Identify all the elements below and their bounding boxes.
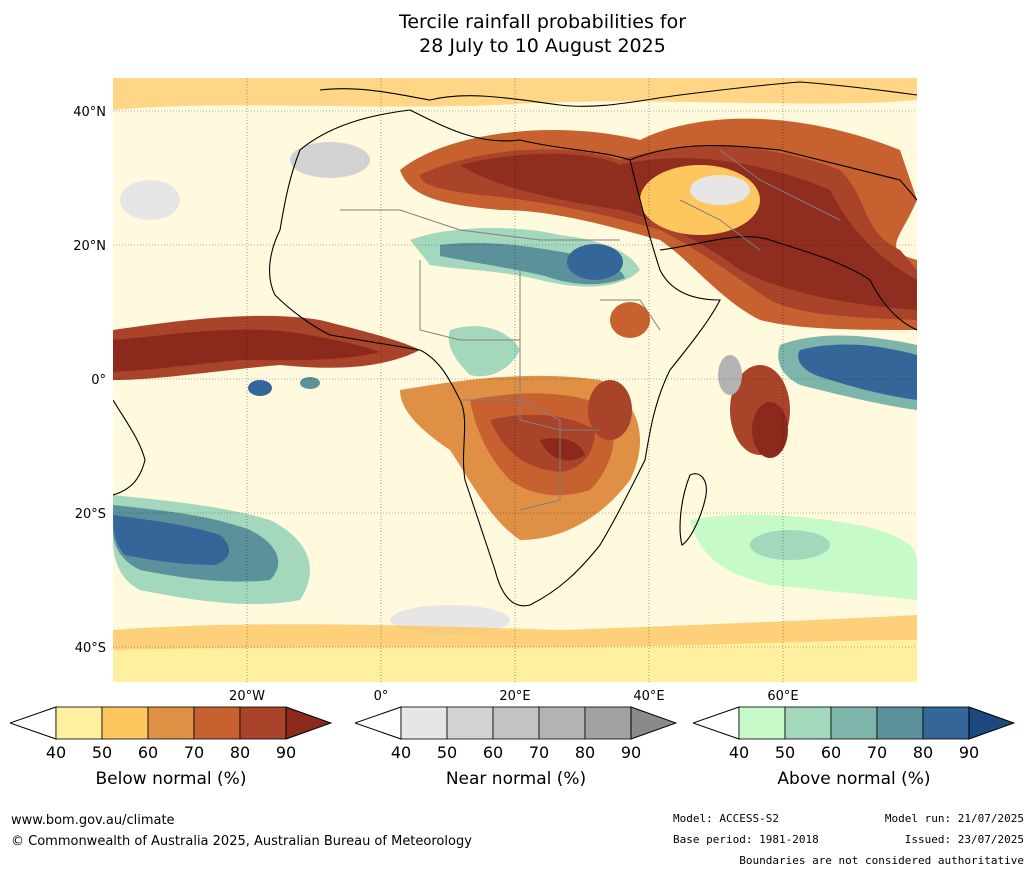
near-tick-70: 70 xyxy=(528,743,550,762)
below-tick-60: 60 xyxy=(137,743,159,762)
lat-label-20n: 20°N xyxy=(73,239,106,254)
chart-title: Tercile rainfall probabilities for 28 Ju… xyxy=(0,10,1035,58)
legend-near-normal: 40 50 60 70 80 90 Near normal (%) xyxy=(355,705,677,795)
colorbar-near-seg-5 xyxy=(584,706,632,740)
colorbar-near-seg-1 xyxy=(400,706,448,740)
above-tick-80: 80 xyxy=(912,743,934,762)
colorbar-below xyxy=(10,706,332,740)
above-tick-50: 50 xyxy=(774,743,796,762)
legend-below-normal: 40 50 60 70 80 90 Below normal (%) xyxy=(10,705,332,795)
colorbar-below-seg-2 xyxy=(101,706,149,740)
madagascar-outline xyxy=(679,473,707,546)
lat-label-40n: 40°N xyxy=(73,105,106,120)
legend-above-normal: 40 50 60 70 80 90 Above normal (%) xyxy=(693,705,1015,795)
probability-field xyxy=(113,78,917,682)
lon-label-60e: 60°E xyxy=(767,689,798,700)
above-tick-40: 40 xyxy=(728,743,750,762)
coastlines xyxy=(113,81,917,607)
below-tick-80: 80 xyxy=(229,743,251,762)
footer-model: Model: ACCESS-S2 xyxy=(673,812,779,825)
colorbar-below-seg-3 xyxy=(147,706,195,740)
below-tick-40: 40 xyxy=(45,743,67,762)
legend-above-title: Above normal (%) xyxy=(777,769,931,789)
colorbar-near xyxy=(355,706,677,740)
near-tick-40: 40 xyxy=(390,743,412,762)
below-tick-70: 70 xyxy=(183,743,205,762)
footer-model-run: Model run: 21/07/2025 xyxy=(884,812,1024,825)
above-tick-60: 60 xyxy=(820,743,842,762)
near-tick-80: 80 xyxy=(574,743,596,762)
lon-label-0: 0° xyxy=(374,689,389,700)
near-tick-90: 90 xyxy=(620,743,642,762)
colorbar-near-seg-4 xyxy=(538,706,586,740)
legend-below-title: Below normal (%) xyxy=(95,769,247,789)
above-tick-70: 70 xyxy=(866,743,888,762)
footer-copyright: © Commonwealth of Australia 2025, Austra… xyxy=(11,834,472,849)
colorbar-above-seg-1 xyxy=(738,706,786,740)
footer-base-period: Base period: 1981-2018 xyxy=(673,833,819,846)
colorbar-below-seg-1 xyxy=(55,706,103,740)
colorbar-above xyxy=(693,706,1015,740)
footer-credits: www.bom.gov.au/climate © Commonwealth of… xyxy=(11,810,472,852)
footer-disclaimer: Boundaries are not considered authoritat… xyxy=(739,854,1024,867)
lon-label-40e: 40°E xyxy=(633,689,664,700)
country-boundaries xyxy=(340,149,841,511)
lat-label-40s: 40°S xyxy=(75,641,106,656)
colorbar-above-seg-5 xyxy=(922,706,970,740)
below-tick-90: 90 xyxy=(275,743,297,762)
below-tick-50: 50 xyxy=(91,743,113,762)
graticule xyxy=(113,78,917,682)
lon-label-20w: 20°W xyxy=(229,689,265,700)
colorbar-below-seg-5 xyxy=(239,706,287,740)
legend-near-title: Near normal (%) xyxy=(445,769,587,789)
colorbar-above-seg-6 xyxy=(968,706,1015,740)
lat-label-0: 0° xyxy=(91,373,106,388)
lat-label-20s: 20°S xyxy=(75,507,106,522)
colorbar-above-seg-4 xyxy=(876,706,924,740)
title-line-1: Tercile rainfall probabilities for xyxy=(398,11,687,33)
footer-url[interactable]: www.bom.gov.au/climate xyxy=(11,813,175,828)
colorbar-above-seg-2 xyxy=(784,706,832,740)
colorbar-above-seg-3 xyxy=(830,706,878,740)
colorbar-below-seg-4 xyxy=(193,706,241,740)
near-tick-60: 60 xyxy=(482,743,504,762)
colorbar-near-seg-6 xyxy=(630,706,677,740)
footer-issued: Issued: 23/07/2025 xyxy=(904,833,1024,846)
colorbar-near-seg-2 xyxy=(446,706,494,740)
lon-label-20e: 20°E xyxy=(499,689,530,700)
rainfall-map: 40°N 20°N 0° 20°S 40°S 20°W 0° 20°E 40°E… xyxy=(73,78,917,700)
near-tick-50: 50 xyxy=(436,743,458,762)
above-tick-90: 90 xyxy=(958,743,980,762)
colorbar-near-seg-3 xyxy=(492,706,540,740)
colorbar-below-seg-6 xyxy=(285,706,332,740)
title-line-2: 28 July to 10 August 2025 xyxy=(419,35,666,57)
